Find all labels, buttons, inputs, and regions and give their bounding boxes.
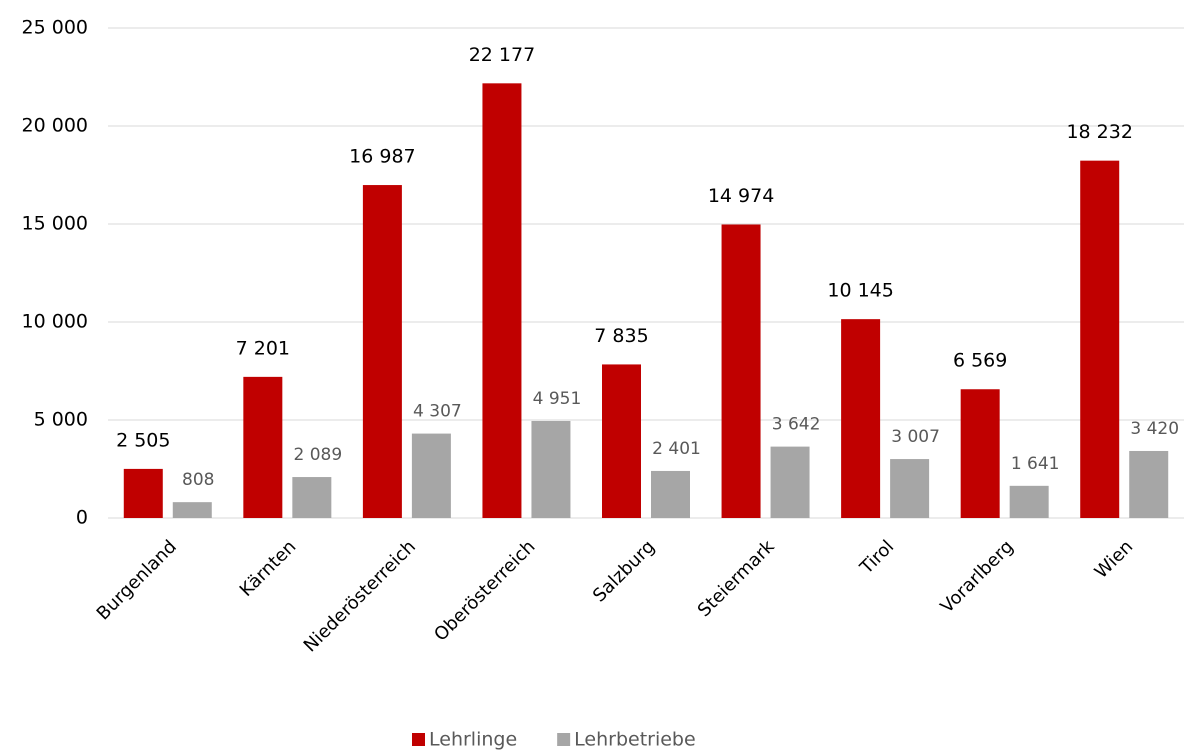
bar	[841, 319, 881, 518]
data-label: 3 420	[1130, 419, 1179, 439]
data-label: 22 177	[469, 44, 535, 66]
x-tick-label: Niederösterreich	[300, 536, 420, 656]
data-label: 2 089	[293, 445, 342, 465]
legend-label: Lehrlinge	[429, 729, 517, 751]
bar	[890, 459, 930, 518]
bar	[1080, 160, 1120, 518]
legend-label: Lehrbetriebe	[574, 729, 696, 751]
y-tick-label: 25 000	[22, 17, 88, 39]
bar	[172, 502, 212, 518]
y-tick-label: 20 000	[22, 115, 88, 137]
bar	[960, 389, 1000, 518]
bar	[482, 83, 522, 518]
data-label: 7 201	[236, 337, 290, 359]
data-label: 10 145	[827, 280, 893, 302]
bar	[123, 468, 163, 518]
x-tick-label: Salzburg	[589, 536, 659, 606]
data-label: 2 401	[652, 439, 701, 459]
x-tick-label: Vorarlberg	[937, 536, 1018, 617]
legend-swatch	[557, 733, 571, 746]
data-label: 7 835	[594, 325, 648, 347]
y-tick-label: 5 000	[34, 409, 88, 431]
bar	[411, 433, 451, 518]
bar	[1009, 485, 1049, 518]
data-label: 4 307	[413, 402, 462, 422]
x-tick-label: Steiermark	[694, 536, 779, 621]
data-label: 16 987	[349, 146, 415, 168]
data-label: 3 007	[891, 427, 940, 447]
x-tick-label: Tirol	[855, 536, 898, 579]
data-label: 3 642	[772, 415, 821, 435]
bar	[602, 364, 641, 518]
bar	[1129, 450, 1169, 518]
bar	[770, 446, 810, 518]
y-tick-label: 10 000	[22, 311, 88, 333]
x-tick-label: Oberösterreich	[430, 536, 539, 645]
data-label: 808	[182, 470, 214, 490]
bar	[243, 376, 283, 518]
x-tick-label: Kärnten	[236, 536, 301, 601]
data-label: 4 951	[533, 389, 582, 409]
y-tick-label: 15 000	[22, 213, 88, 235]
legend-swatch	[412, 733, 425, 746]
data-label: 2 505	[116, 429, 170, 451]
x-tick-label: Wien	[1091, 536, 1138, 583]
bar	[292, 477, 332, 518]
bar	[651, 470, 690, 518]
data-label: 6 569	[953, 350, 1007, 372]
data-label: 18 232	[1066, 121, 1132, 143]
y-tick-label: 0	[76, 507, 88, 529]
bar	[531, 420, 571, 518]
data-label: 14 974	[708, 185, 774, 207]
bar	[362, 185, 402, 518]
bar	[721, 224, 761, 519]
x-tick-label: Burgenland	[93, 536, 181, 624]
data-label: 1 641	[1011, 454, 1060, 474]
